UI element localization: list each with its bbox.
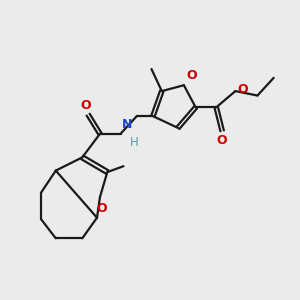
Text: O: O — [186, 69, 197, 82]
Text: O: O — [217, 134, 227, 147]
Text: O: O — [96, 202, 107, 215]
Text: O: O — [238, 83, 248, 96]
Text: N: N — [122, 118, 132, 131]
Text: O: O — [80, 99, 91, 112]
Text: H: H — [129, 136, 138, 149]
